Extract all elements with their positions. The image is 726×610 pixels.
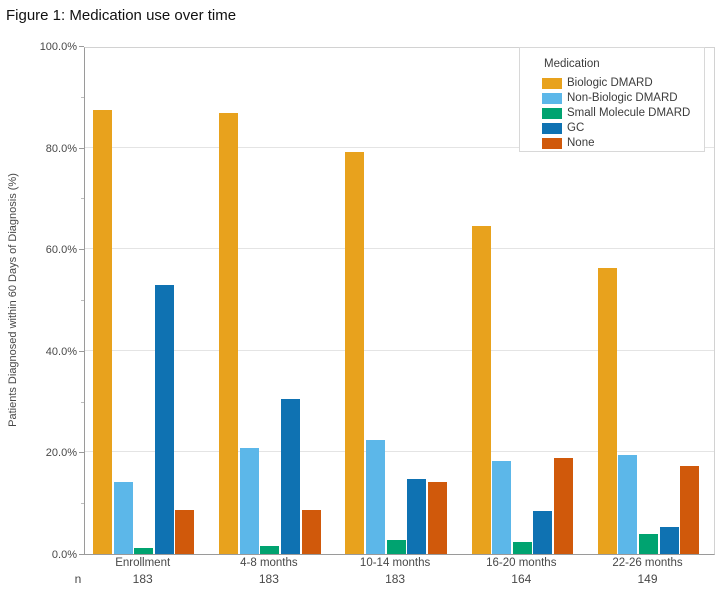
y-tick-major-60pct [79,249,84,251]
legend-item-gc: GC [520,121,704,136]
legend-title: Medication [544,58,600,70]
gridline-80pct [85,146,714,148]
bar-small-molecule-dmard-10-14-months [386,540,406,554]
y-tick-minor-90pct [81,96,84,98]
legend-label-gc: GC [567,122,585,134]
gridline-60pct [85,248,714,250]
y-tick-major-0pct [79,554,84,555]
x-category-label-10-14-months: 10-14 months [359,557,431,569]
plot-area [84,47,715,555]
legend-swatch-gc [542,123,562,134]
bar-gc-16-20-months [533,510,553,554]
bar-biologic-dmard-10-14-months [345,151,365,554]
n-value-4-8-months: 183 [258,572,279,586]
bar-biologic-dmard-4-8-months [219,112,239,554]
legend-item-none: None [520,136,704,151]
bar-none-10-14-months [427,481,447,554]
legend-label-small-molecule-dmard: Small Molecule DMARD [567,107,691,119]
bar-non-biologic-dmard-4-8-months [239,448,259,554]
y-tick-label-40pct: 40.0% [45,345,77,358]
gridline-20pct [85,451,714,453]
bar-gc-enrollment [154,284,174,554]
bar-non-biologic-dmard-22-26-months [618,454,638,554]
legend-item-small-molecule-dmard: Small Molecule DMARD [520,106,704,121]
bar-none-22-26-months [680,465,700,554]
x-category-label-22-26-months: 22-26 months [612,557,683,569]
legend-label-biologic-dmard: Biologic DMARD [567,77,653,89]
y-tick-minor-50pct [81,300,84,301]
y-tick-major-40pct [79,350,84,352]
legend-swatch-none [542,138,562,149]
legend-swatch-small-molecule-dmard [542,108,562,119]
x-category-label-16-20-months: 16-20 months [486,557,557,569]
n-value-16-20-months: 164 [511,572,532,586]
x-category-label-4-8-months: 4-8 months [240,557,298,569]
legend-item-non-biologic-dmard: Non-Biologic DMARD [520,91,704,106]
bar-gc-4-8-months [281,398,300,554]
figure-title: Figure 1: Medication use over time [6,7,237,24]
y-tick-label-0pct: 0.0% [51,549,77,561]
legend-items: Biologic DMARD Non-Biologic DMARD Small Mo… [520,76,704,151]
bar-gc-10-14-months [407,478,427,554]
n-value-22-26-months: 149 [637,572,658,586]
legend-label-non-biologic-dmard: Non-Biologic DMARD [567,92,678,104]
n-row-label: n [74,572,82,586]
y-tick-major-80pct [79,147,84,149]
bar-biologic-dmard-22-26-months [597,267,617,554]
y-tick-label-60pct: 60.0% [45,244,77,257]
bar-small-molecule-dmard-enrollment [134,548,154,554]
legend-item-biologic-dmard: Biologic DMARD [520,76,704,91]
bar-gc-22-26-months [659,526,679,554]
legend-swatch-biologic-dmard [542,78,562,89]
y-tick-major-100pct [79,46,84,47]
bar-non-biologic-dmard-enrollment [113,481,133,554]
bar-small-molecule-dmard-22-26-months [639,533,658,554]
legend: Medication Biologic DMARD Non-Biologic DM… [519,47,705,152]
bar-non-biologic-dmard-10-14-months [366,440,385,554]
n-value-10-14-months: 183 [385,572,406,586]
bar-none-4-8-months [301,509,321,554]
legend-swatch-non-biologic-dmard [542,93,562,104]
n-value-enrollment: 183 [132,572,153,586]
legend-label-none: None [567,137,595,149]
y-tick-label-100pct: 100.0% [39,41,77,53]
bar-none-16-20-months [554,457,573,554]
bar-biologic-dmard-16-20-months [471,225,491,554]
bar-small-molecule-dmard-16-20-months [512,541,532,554]
bar-small-molecule-dmard-4-8-months [260,545,280,554]
x-category-label-enrollment: Enrollment [115,557,171,569]
y-tick-label-80pct: 80.0% [45,142,77,155]
y-tick-major-20pct [79,452,84,454]
bar-biologic-dmard-enrollment [93,110,112,554]
y-tick-minor-30pct [81,401,84,403]
y-tick-label-20pct: 20.0% [45,447,77,460]
gridline-40pct [85,349,714,351]
bar-none-enrollment [175,509,195,554]
y-tick-minor-70pct [81,198,84,200]
y-tick-minor-10pct [81,503,84,505]
bar-non-biologic-dmard-16-20-months [492,461,512,554]
